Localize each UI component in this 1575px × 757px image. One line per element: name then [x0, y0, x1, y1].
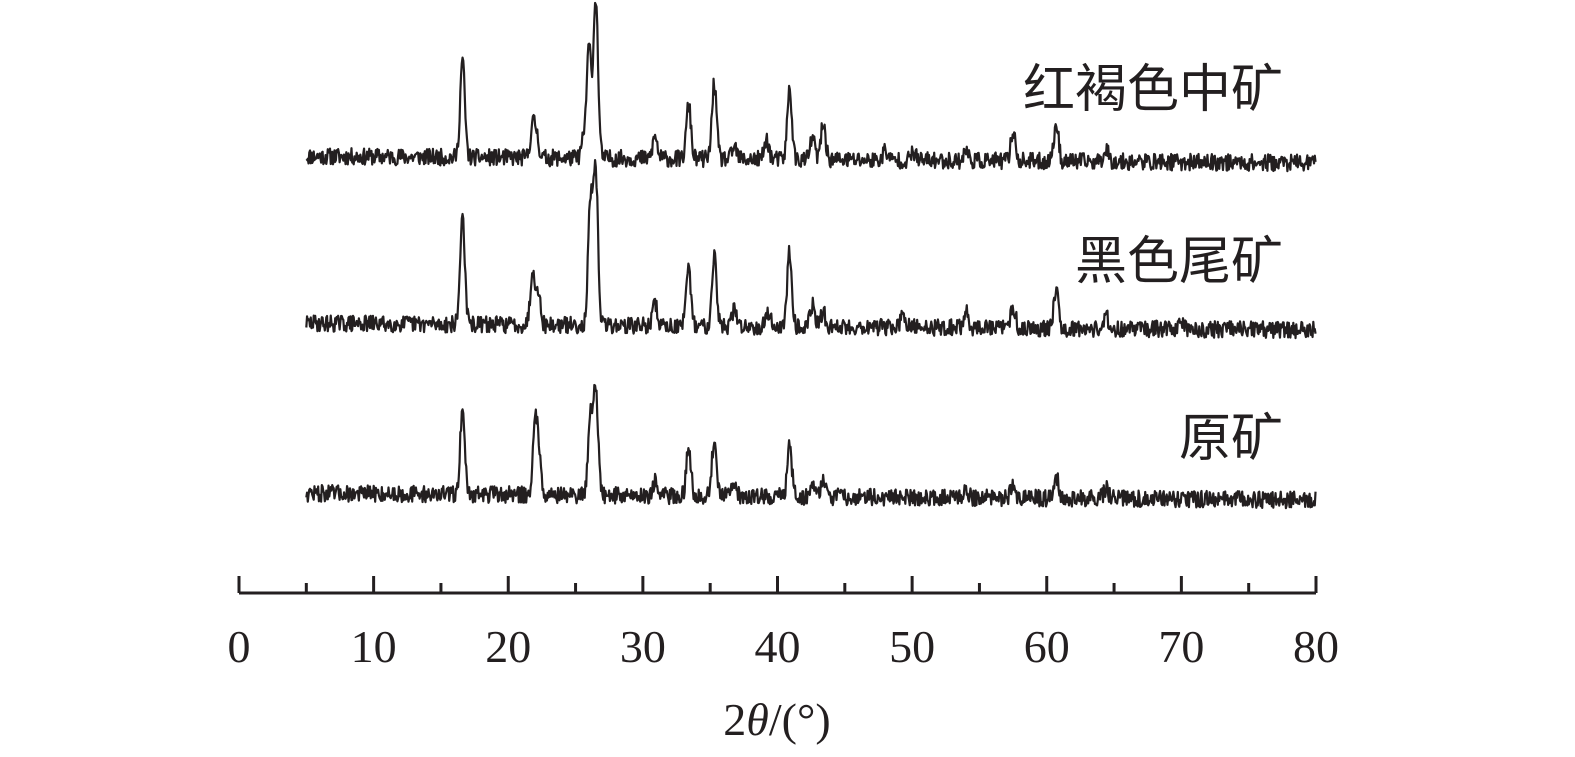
x-tick-label: 60: [1024, 621, 1070, 672]
x-axis-title-suffix: /(°): [769, 694, 831, 745]
x-axis-title-prefix: 2: [723, 694, 746, 745]
x-axis-title-symbol: θ: [746, 694, 769, 745]
series-label: 黑色尾矿: [1075, 232, 1283, 292]
x-axis-title: 2θ/(°): [723, 694, 830, 745]
series-trace: [305, 159, 1317, 340]
x-tick-label: 70: [1158, 621, 1204, 672]
series-traces: [305, 1, 1317, 510]
x-tick-label: 10: [351, 621, 397, 672]
x-tick-label: 30: [620, 621, 666, 672]
series-trace: [305, 383, 1317, 510]
series-label: 原矿: [1179, 409, 1283, 469]
x-tick-label: 20: [485, 621, 531, 672]
x-tick-label: 0: [228, 621, 251, 672]
x-axis-ticks: 0 10 20 30 40 50 60 70 80: [228, 576, 1339, 672]
x-tick-label: 40: [755, 621, 801, 672]
series-label: 红褐色中矿: [1023, 60, 1283, 120]
x-tick-label: 50: [889, 621, 935, 672]
x-tick-label: 80: [1293, 621, 1339, 672]
series-trace: [305, 1, 1317, 173]
